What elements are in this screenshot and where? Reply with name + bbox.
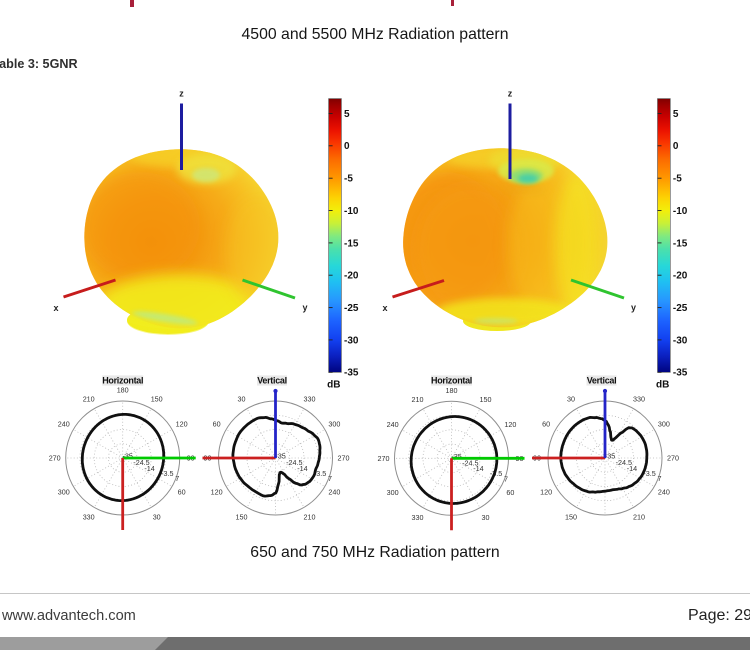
svg-text:30: 30: [238, 395, 246, 404]
svg-text:-15: -15: [673, 238, 688, 249]
svg-text:-20: -20: [673, 271, 688, 282]
svg-text:-5: -5: [673, 174, 682, 185]
svg-text:150: 150: [480, 395, 492, 404]
svg-text:-10: -10: [344, 206, 359, 217]
svg-text:-20: -20: [344, 271, 359, 282]
svg-text:-24.5: -24.5: [286, 458, 302, 467]
svg-text:z: z: [508, 89, 513, 99]
svg-text:-14: -14: [627, 464, 637, 473]
svg-text:210: 210: [633, 513, 645, 522]
svg-text:-35: -35: [344, 368, 359, 379]
svg-text:x: x: [53, 303, 58, 313]
svg-text:240: 240: [387, 420, 399, 429]
svg-text:60: 60: [178, 488, 186, 497]
svg-text:5: 5: [344, 109, 350, 120]
svg-text:-14: -14: [473, 464, 483, 473]
svg-text:270: 270: [338, 454, 350, 463]
svg-text:240: 240: [58, 420, 70, 429]
svg-text:30: 30: [153, 513, 161, 522]
svg-text:-3.5: -3.5: [314, 469, 326, 478]
svg-text:60: 60: [542, 420, 550, 429]
svg-text:60: 60: [506, 488, 514, 497]
svg-text:-14: -14: [297, 464, 307, 473]
svg-text:-5: -5: [344, 174, 353, 185]
svg-text:150: 150: [151, 395, 163, 404]
svg-text:-3.5: -3.5: [490, 469, 502, 478]
svg-text:150: 150: [565, 513, 577, 522]
svg-text:240: 240: [658, 488, 670, 497]
svg-text:330: 330: [83, 513, 95, 522]
svg-text:270: 270: [667, 454, 679, 463]
svg-text:180: 180: [117, 386, 129, 395]
svg-text:210: 210: [412, 395, 424, 404]
svg-text:300: 300: [328, 420, 340, 429]
svg-text:x: x: [382, 303, 387, 313]
svg-text:-15: -15: [344, 238, 359, 249]
svg-text:7: 7: [175, 474, 179, 483]
svg-text:Vertical: Vertical: [257, 375, 287, 385]
svg-text:dB: dB: [327, 380, 340, 391]
svg-text:z: z: [179, 89, 184, 99]
svg-text:240: 240: [328, 488, 340, 497]
svg-text:5: 5: [673, 109, 679, 120]
svg-text:-3.5: -3.5: [643, 469, 655, 478]
svg-text:210: 210: [304, 513, 316, 522]
svg-text:300: 300: [658, 420, 670, 429]
svg-text:y: y: [631, 303, 636, 313]
svg-text:210: 210: [83, 395, 95, 404]
svg-text:330: 330: [412, 513, 424, 522]
svg-text:-24.5: -24.5: [616, 458, 632, 467]
svg-text:150: 150: [236, 513, 248, 522]
svg-text:Horizontal: Horizontal: [431, 375, 472, 385]
svg-text:-24.5: -24.5: [462, 458, 478, 467]
svg-text:7: 7: [658, 474, 662, 483]
svg-text:120: 120: [504, 420, 516, 429]
svg-text:300: 300: [387, 488, 399, 497]
svg-text:7: 7: [504, 474, 508, 483]
svg-text:-25: -25: [673, 303, 688, 314]
svg-text:-30: -30: [673, 335, 688, 346]
svg-text:330: 330: [304, 395, 316, 404]
svg-text:30: 30: [482, 513, 490, 522]
svg-text:-3.5: -3.5: [161, 469, 173, 478]
svg-text:330: 330: [633, 395, 645, 404]
svg-text:-35: -35: [673, 368, 688, 379]
svg-text:7: 7: [328, 474, 332, 483]
svg-text:180: 180: [446, 386, 458, 395]
svg-text:-35: -35: [275, 452, 285, 461]
svg-text:-24.5: -24.5: [133, 458, 149, 467]
svg-text:120: 120: [211, 488, 223, 497]
svg-text:-14: -14: [144, 464, 154, 473]
svg-text:-35: -35: [123, 452, 133, 461]
svg-text:Horizontal: Horizontal: [102, 375, 143, 385]
svg-text:30: 30: [567, 395, 575, 404]
svg-text:60: 60: [213, 420, 221, 429]
svg-text:120: 120: [176, 420, 188, 429]
svg-text:120: 120: [540, 488, 552, 497]
svg-text:-25: -25: [344, 303, 359, 314]
svg-text:Vertical: Vertical: [587, 375, 617, 385]
svg-text:y: y: [302, 303, 307, 313]
svg-text:dB: dB: [656, 380, 669, 391]
svg-text:-10: -10: [673, 206, 688, 217]
svg-text:-35: -35: [605, 452, 615, 461]
svg-text:-30: -30: [344, 335, 359, 346]
svg-text:270: 270: [378, 454, 390, 463]
svg-text:270: 270: [49, 454, 61, 463]
svg-text:-35: -35: [451, 452, 461, 461]
svg-text:0: 0: [673, 141, 679, 152]
svg-text:300: 300: [58, 488, 70, 497]
svg-text:0: 0: [344, 141, 350, 152]
